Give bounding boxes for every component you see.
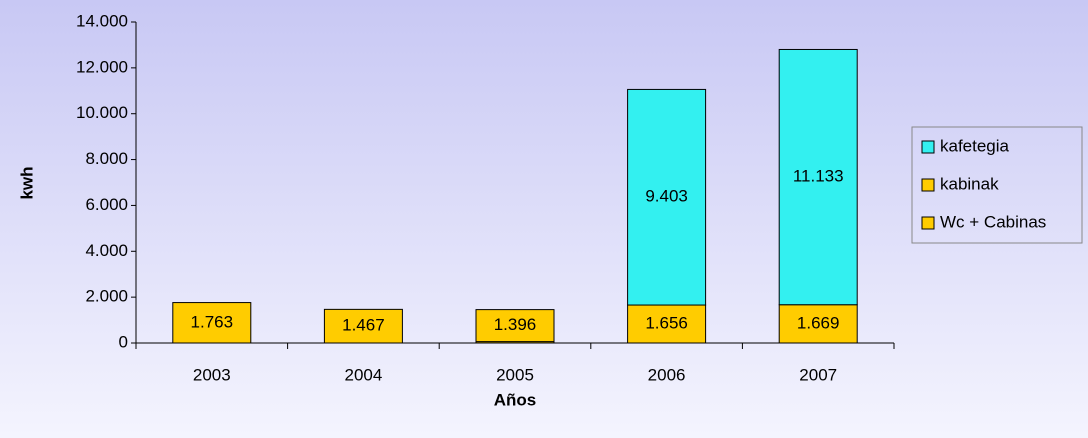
bar-segment [778,48,858,306]
x-tick-label: 2007 [799,365,837,384]
value-label: 1.396 [494,315,537,334]
x-tick-label: 2005 [496,365,534,384]
x-tick-label: 2006 [648,365,686,384]
legend-swatch [921,216,935,230]
value-label: 11.133 [793,167,844,186]
bar-segment [627,88,707,306]
value-label: 1.467 [342,316,385,335]
y-tick-label: 14.000 [76,11,128,30]
x-tick-label: 2004 [344,365,382,384]
bar-segment [475,309,555,343]
legend-label: kafetegia [940,136,1010,155]
legend-label: Wc + Cabinas [940,212,1046,231]
y-tick-label: 6.000 [85,195,128,214]
x-axis-title: Años [494,390,537,409]
y-tick-label: 4.000 [85,241,128,260]
y-tick-label: 8.000 [85,149,128,168]
y-tick-label: 10.000 [76,103,128,122]
value-label: 9.403 [645,187,688,206]
value-label: 1.763 [191,312,234,331]
legend-swatch [921,178,935,192]
y-tick-label: 2.000 [85,287,128,306]
y-tick-label: 12.000 [76,57,128,76]
y-axis-title: kwh [17,166,36,199]
value-label: 1.669 [797,313,840,332]
value-label: 1.656 [645,313,688,332]
legend-label: kabinak [940,174,999,193]
legend-swatch [921,140,935,154]
legend-box [911,126,1083,244]
bar-segment [778,304,858,344]
bar-segment [323,308,403,344]
y-tick-label: 0 [119,332,128,351]
bar-segment [172,302,252,344]
x-tick-label: 2003 [193,365,231,384]
